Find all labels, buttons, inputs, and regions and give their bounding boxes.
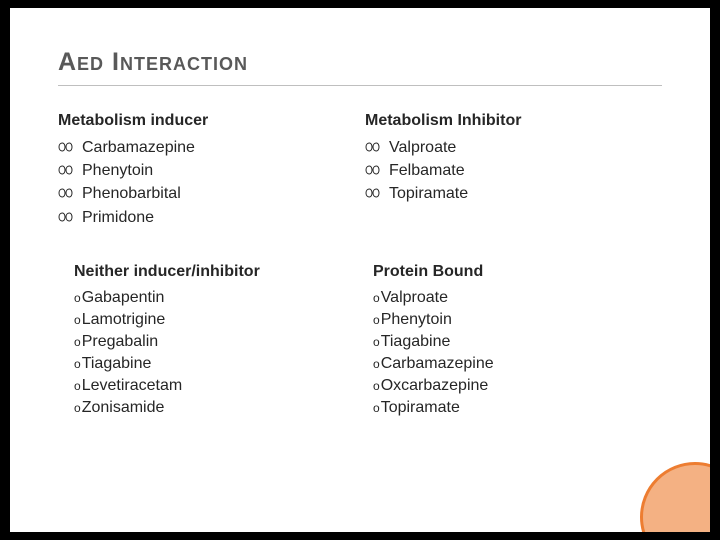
section-protein-bound: Protein Bound oValproate oPhenytoin oTia… (373, 263, 662, 419)
slide: Aed Interaction Metabolism inducer Carba… (10, 8, 710, 532)
list-item: Phenobarbital (58, 182, 355, 205)
list-item: oPhenytoin (373, 309, 662, 331)
item-text: Carbamazepine (381, 353, 494, 375)
section-header: Metabolism Inhibitor (365, 112, 662, 130)
list-item: oLamotrigine (74, 309, 363, 331)
list-item: Carbamazepine (58, 136, 355, 159)
section-header: Protein Bound (373, 263, 662, 281)
item-text: Primidone (82, 206, 154, 229)
curly-bullet-icon (365, 183, 383, 205)
list-item: oZonisamide (74, 397, 363, 419)
slide-title: Aed Interaction (58, 48, 662, 86)
o-bullet-icon: o (373, 312, 380, 329)
list-item: Felbamate (365, 159, 662, 182)
list-item: oValproate (373, 287, 662, 309)
o-bullet-icon: o (373, 290, 380, 307)
section-header: Metabolism inducer (58, 112, 355, 130)
item-text: Tiagabine (82, 353, 152, 375)
o-bullet-icon: o (74, 334, 81, 351)
list-item: oOxcarbazepine (373, 375, 662, 397)
list-item: Valproate (365, 136, 662, 159)
item-text: Pregabalin (82, 331, 159, 353)
list-item: oLevetiracetam (74, 375, 363, 397)
list-item: oPregabalin (74, 331, 363, 353)
list-item: oCarbamazepine (373, 353, 662, 375)
item-text: Valproate (381, 287, 448, 309)
list-item: oTopiramate (373, 397, 662, 419)
o-bullet-icon: o (74, 290, 81, 307)
list-item: oGabapentin (74, 287, 363, 309)
section-inhibitor: Metabolism Inhibitor Valproate Felbamate… (365, 112, 662, 229)
item-text: Phenytoin (381, 309, 452, 331)
item-text: Zonisamide (82, 397, 165, 419)
o-bullet-icon: o (373, 400, 380, 417)
item-text: Valproate (389, 136, 456, 159)
curly-bullet-icon (58, 183, 76, 205)
list-item: Topiramate (365, 182, 662, 205)
item-text: Felbamate (389, 159, 465, 182)
item-text: Phenytoin (82, 159, 153, 182)
o-bullet-icon: o (373, 378, 380, 395)
list-item: Primidone (58, 206, 355, 229)
list-item: oTiagabine (373, 331, 662, 353)
decorative-circle-icon (640, 462, 710, 532)
curly-bullet-icon (58, 160, 76, 182)
item-text: Levetiracetam (82, 375, 183, 397)
list-item: oTiagabine (74, 353, 363, 375)
section-neither: Neither inducer/inhibitor oGabapentin oL… (74, 263, 363, 419)
o-bullet-icon: o (74, 356, 81, 373)
o-bullet-icon: o (373, 356, 380, 373)
item-text: Oxcarbazepine (381, 375, 489, 397)
section-inducer: Metabolism inducer Carbamazepine Phenyto… (58, 112, 355, 229)
o-bullet-icon: o (74, 378, 81, 395)
item-text: Topiramate (381, 397, 460, 419)
o-bullet-icon: o (373, 334, 380, 351)
list-item: Phenytoin (58, 159, 355, 182)
item-text: Gabapentin (82, 287, 165, 309)
top-grid: Metabolism inducer Carbamazepine Phenyto… (58, 112, 662, 229)
o-bullet-icon: o (74, 400, 81, 417)
item-text: Lamotrigine (82, 309, 166, 331)
o-bullet-icon: o (74, 312, 81, 329)
section-header: Neither inducer/inhibitor (74, 263, 363, 281)
item-text: Topiramate (389, 182, 468, 205)
bottom-grid: Neither inducer/inhibitor oGabapentin oL… (58, 263, 662, 419)
curly-bullet-icon (365, 137, 383, 159)
item-text: Phenobarbital (82, 182, 181, 205)
item-text: Carbamazepine (82, 136, 195, 159)
curly-bullet-icon (365, 160, 383, 182)
curly-bullet-icon (58, 207, 76, 229)
item-text: Tiagabine (381, 331, 451, 353)
curly-bullet-icon (58, 137, 76, 159)
